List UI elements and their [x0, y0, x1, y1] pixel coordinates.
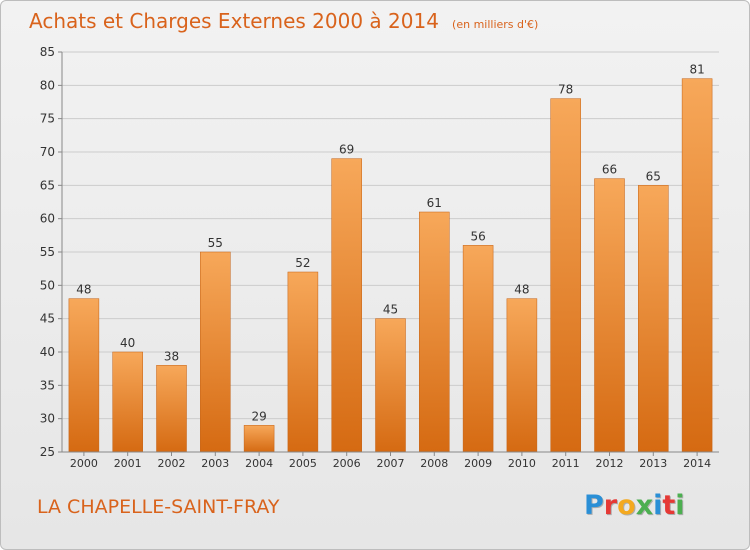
bar-2009 [462, 245, 494, 453]
data-label: 48 [514, 283, 529, 297]
x-tick-label: 2004 [245, 457, 273, 470]
x-tick-label: 2002 [158, 457, 186, 470]
data-label: 40 [120, 336, 135, 350]
data-label: 65 [646, 169, 661, 183]
data-label: 52 [295, 256, 310, 270]
y-tick-label: 60 [40, 212, 55, 226]
y-tick-label: 75 [40, 112, 55, 126]
x-tick-label: 2011 [552, 457, 580, 470]
x-tick-label: 2005 [289, 457, 317, 470]
bar-2004 [243, 425, 275, 453]
data-label: 45 [383, 303, 398, 317]
data-label: 81 [689, 63, 704, 77]
bar-2002 [156, 365, 187, 453]
bar-2008 [419, 211, 450, 453]
data-label: 38 [164, 349, 179, 363]
bar-2010 [506, 298, 538, 453]
x-tick-label: 2000 [70, 457, 98, 470]
bar-2012 [594, 178, 625, 453]
chart-subtitle: (en milliers d'€) [452, 18, 539, 31]
y-tick-label: 85 [40, 45, 55, 59]
y-tick-label: 35 [40, 378, 55, 392]
logo-letter: i [675, 490, 685, 521]
logo-letter: P [584, 490, 604, 521]
bar-2011 [550, 98, 581, 453]
chart-title: Achats et Charges Externes 2000 à 2014 [29, 9, 439, 33]
data-label: 55 [208, 236, 223, 250]
data-labels: 48 40 38 55 29 52 69 45 61 56 48 78 66 65 81 [76, 63, 704, 424]
town-name: LA CHAPELLE-SAINT-FRAY [37, 496, 280, 518]
y-tick-label: 45 [40, 312, 55, 326]
x-tick-label: 2001 [114, 457, 142, 470]
y-tick-label: 80 [40, 78, 55, 92]
data-label: 61 [427, 196, 442, 210]
x-tick-label: 2007 [377, 457, 405, 470]
logo-letter: r [603, 490, 618, 521]
x-tick-label: 2010 [508, 457, 536, 470]
data-label: 56 [470, 229, 485, 243]
x-tick-label: 2013 [639, 457, 667, 470]
logo-letter: t [662, 490, 676, 521]
bar-2001 [112, 351, 143, 453]
y-tick-label: 40 [40, 345, 55, 359]
x-tick-label: 2009 [464, 457, 492, 470]
logo-letter: i [653, 490, 663, 521]
y-tick-label: 50 [40, 278, 55, 292]
data-label: 69 [339, 143, 354, 157]
bar-2014 [681, 78, 713, 453]
data-label: 48 [76, 283, 91, 297]
bar-2000 [68, 298, 100, 453]
y-tick-label: 25 [40, 445, 55, 459]
y-tick-label: 65 [40, 178, 55, 192]
data-label: 66 [602, 163, 617, 177]
chart-header: Achats et Charges Externes 2000 à 2014 (… [29, 9, 538, 33]
bars [68, 78, 713, 453]
y-axis: 25 30 35 40 45 50 55 60 65 70 75 80 85 [40, 45, 63, 459]
data-label: 29 [251, 409, 266, 423]
bar-2013 [638, 185, 669, 453]
bar-2007 [375, 318, 406, 453]
x-tick-label: 2008 [420, 457, 448, 470]
y-tick-label: 70 [40, 145, 55, 159]
x-tick-label: 2003 [201, 457, 229, 470]
x-axis: 2000 2001 2002 2003 2004 2005 2006 2007 2008 2009… [62, 451, 719, 470]
logo-letter: o [617, 490, 636, 521]
x-tick-label: 2014 [683, 457, 711, 470]
y-tick-label: 30 [40, 412, 55, 426]
proxiti-logo: Proxiti [584, 490, 685, 521]
bar-2003 [200, 251, 231, 453]
bar-2006 [331, 158, 362, 453]
y-tick-label: 55 [40, 245, 55, 259]
logo-letter: x [635, 490, 654, 521]
data-label: 78 [558, 83, 573, 97]
x-tick-label: 2006 [333, 457, 361, 470]
bar-2005 [287, 271, 319, 453]
x-tick-label: 2012 [596, 457, 624, 470]
